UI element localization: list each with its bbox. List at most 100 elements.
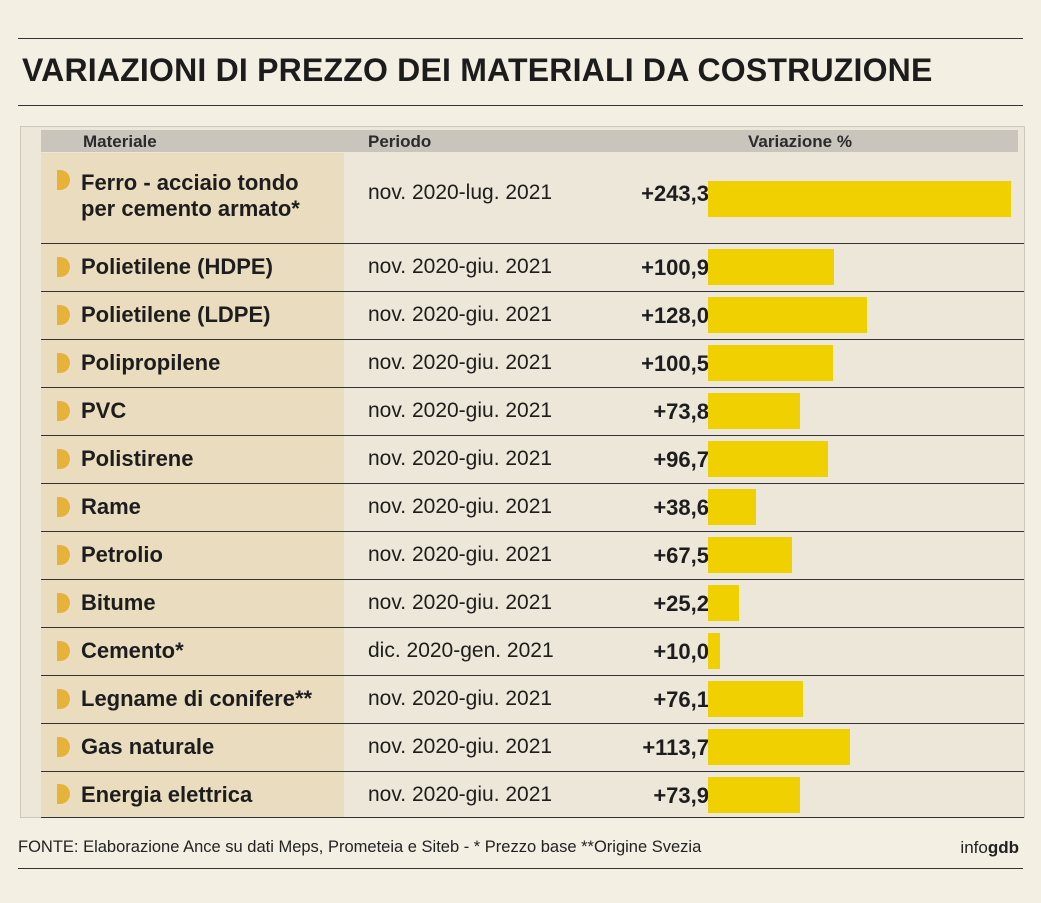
material-name-line: Cemento*: [81, 638, 184, 663]
header-period: Periodo: [368, 132, 432, 151]
variation-bar: [708, 729, 850, 765]
period-cell: nov. 2020-giu. 2021: [368, 543, 553, 566]
variation-data-label: +100,9: [641, 255, 709, 280]
variation-data-label: +73,8: [653, 399, 709, 424]
variation-data-label: +96,7: [653, 447, 709, 472]
variation-data-label: +76,1: [653, 687, 709, 712]
brand-prefix: info: [960, 838, 988, 857]
material-name: Petrolio: [81, 542, 366, 568]
variation-bar: [708, 297, 867, 333]
bottom-rule: [18, 868, 1023, 869]
material-name-line: PVC: [81, 398, 127, 423]
brand-bold: gdb: [987, 838, 1019, 857]
period-cell: nov. 2020-giu. 2021: [368, 687, 553, 710]
table-row: PVC nov. 2020-giu. 2021 +73,8: [41, 387, 1024, 436]
table-header: Materiale Periodo Variazione %: [41, 130, 1018, 152]
material-name: Cemento*: [81, 638, 366, 664]
variation-bar: [708, 777, 800, 813]
header-material: Materiale: [83, 132, 157, 151]
chart-title: VARIAZIONI DI PREZZO DEI MATERIALI DA CO…: [22, 52, 933, 88]
chart-panel: Materiale Periodo Variazione % Ferro - a…: [20, 126, 1025, 818]
material-name: Energia elettrica: [81, 782, 366, 808]
half-circle-bullet-icon: [57, 689, 70, 709]
half-circle-bullet-icon: [57, 545, 70, 565]
material-name-line: Polietilene (HDPE): [81, 254, 273, 279]
material-name-line: Polietilene (LDPE): [81, 302, 271, 327]
period-cell: nov. 2020-giu. 2021: [368, 735, 553, 758]
table-row: Rame nov. 2020-giu. 2021 +38,6: [41, 483, 1024, 532]
header-variation: Variazione %: [748, 132, 852, 151]
material-name: Polipropilene: [81, 350, 366, 376]
material-name-line: Polistirene: [81, 446, 194, 471]
table-row: Polipropilene nov. 2020-giu. 2021 +100,5: [41, 339, 1024, 388]
half-circle-bullet-icon: [57, 353, 70, 373]
half-circle-bullet-icon: [57, 449, 70, 469]
variation-bar: [708, 345, 833, 381]
half-circle-bullet-icon: [57, 401, 70, 421]
period-cell: nov. 2020-giu. 2021: [368, 495, 553, 518]
material-name-line: Energia elettrica: [81, 782, 253, 807]
variation-bar: [708, 393, 800, 429]
variation-bar: [708, 181, 1011, 217]
half-circle-bullet-icon: [57, 593, 70, 613]
variation-bar: [708, 681, 803, 717]
period-cell: nov. 2020-lug. 2021: [368, 181, 553, 204]
variation-data-label: +67,5: [653, 543, 709, 568]
variation-data-label: +243,3: [641, 181, 709, 206]
period-cell: nov. 2020-giu. 2021: [368, 783, 553, 806]
title-rule: [18, 105, 1023, 106]
period-cell: nov. 2020-giu. 2021: [368, 399, 553, 422]
material-name-line: Rame: [81, 494, 141, 519]
material-name: Legname di conifere**: [81, 686, 366, 712]
material-name: Polietilene (HDPE): [81, 254, 366, 280]
period-cell: nov. 2020-giu. 2021: [368, 255, 553, 278]
table-row: Polietilene (LDPE) nov. 2020-giu. 2021 +12…: [41, 291, 1024, 340]
variation-bar: [708, 249, 834, 285]
variation-bar: [708, 633, 720, 669]
table-row: Polietilene (HDPE) nov. 2020-giu. 2021 +10…: [41, 243, 1024, 292]
table-row: Gas naturale nov. 2020-giu. 2021 +113,7: [41, 723, 1024, 772]
material-name-line: Polipropilene: [81, 350, 221, 375]
source-note: FONTE: Elaborazione Ance su dati Meps, P…: [18, 838, 702, 856]
variation-bar: [708, 537, 792, 573]
material-name: Polietilene (LDPE): [81, 302, 366, 328]
variation-bar: [708, 489, 756, 525]
half-circle-bullet-icon: [57, 737, 70, 757]
period-cell: nov. 2020-giu. 2021: [368, 351, 553, 374]
material-name: PVC: [81, 398, 366, 424]
material-name-line: Ferro - acciaio tondo: [81, 170, 299, 195]
half-circle-bullet-icon: [57, 257, 70, 277]
half-circle-bullet-icon: [57, 497, 70, 517]
material-name-line: Gas naturale: [81, 734, 215, 759]
variation-data-label: +25,2: [653, 591, 709, 616]
table-row: Energia elettrica nov. 2020-giu. 2021 +73,…: [41, 771, 1024, 818]
brand-logo: infogdb: [960, 838, 1019, 858]
period-cell: nov. 2020-giu. 2021: [368, 591, 553, 614]
material-name: Polistirene: [81, 446, 366, 472]
material-name-line: Petrolio: [81, 542, 163, 567]
period-cell: nov. 2020-giu. 2021: [368, 303, 553, 326]
half-circle-bullet-icon: [57, 784, 70, 804]
variation-bar: [708, 441, 828, 477]
variation-bar: [708, 585, 739, 621]
variation-data-label: +113,7: [642, 735, 709, 760]
period-cell: nov. 2020-giu. 2021: [368, 447, 553, 470]
table-row: Legname di conifere** nov. 2020-giu. 2021…: [41, 675, 1024, 724]
variation-data-label: +38,6: [653, 495, 709, 520]
table-row: Ferro - acciaio tondo per cemento armato*…: [41, 153, 1024, 244]
variation-data-label: +100,5: [641, 351, 709, 376]
table-row: Polistirene nov. 2020-giu. 2021 +96,7: [41, 435, 1024, 484]
material-name-line: Bitume: [81, 590, 156, 615]
variation-data-label: +73,9: [653, 783, 709, 808]
material-column-background: [41, 153, 344, 817]
material-name: Ferro - acciaio tondo per cemento armato*: [81, 170, 366, 222]
variation-data-label: +10,0: [653, 639, 709, 664]
table-row: Petrolio nov. 2020-giu. 2021 +67,5: [41, 531, 1024, 580]
variation-data-label: +128,0: [641, 303, 709, 328]
top-rule: [18, 38, 1023, 39]
half-circle-bullet-icon: [57, 641, 70, 661]
material-name: Bitume: [81, 590, 366, 616]
material-name: Gas naturale: [81, 734, 366, 760]
half-circle-bullet-icon: [57, 305, 70, 325]
half-circle-bullet-icon: [57, 170, 70, 190]
